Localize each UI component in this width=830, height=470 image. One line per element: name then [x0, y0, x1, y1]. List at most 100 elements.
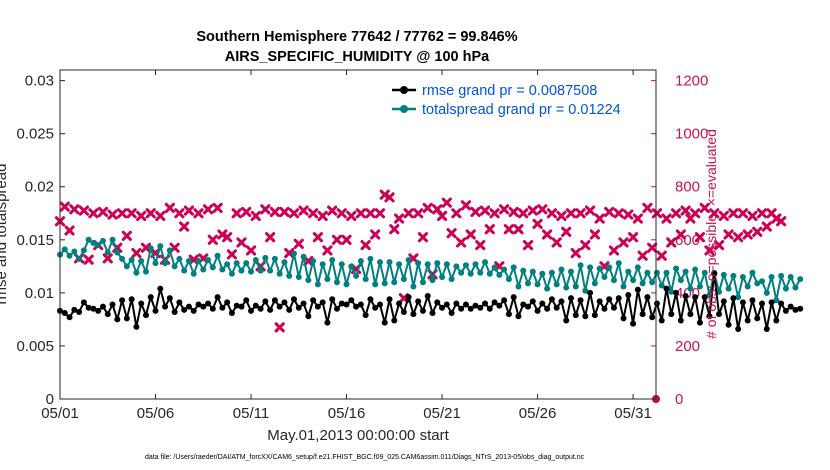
- rmse-point: [295, 304, 302, 311]
- y-tick-label: 0.02: [25, 179, 54, 196]
- totalspread-point: [763, 289, 770, 296]
- totalspread-point: [739, 273, 746, 280]
- totalspread-point: [601, 273, 608, 280]
- rmse-point: [104, 311, 111, 318]
- obs-evaluated-point: [183, 205, 195, 216]
- totalspread-point: [362, 276, 369, 283]
- totalspread-point: [324, 276, 331, 283]
- obs-evaluated-point: [680, 205, 691, 216]
- rmse-point: [587, 289, 594, 296]
- totalspread-point: [587, 264, 594, 271]
- x-tick-label: 05/01: [41, 405, 79, 422]
- obs-evaluated-point: [584, 205, 596, 216]
- totalspread-point: [520, 267, 527, 274]
- y-tick-label: 0.025: [16, 126, 54, 143]
- rmse-point: [415, 298, 422, 305]
- obs-evaluated-point: [116, 208, 128, 219]
- rmse-point: [797, 305, 804, 312]
- obs-evaluated-point: [499, 204, 510, 215]
- rmse-point: [692, 294, 699, 301]
- rmse-point: [99, 303, 106, 310]
- totalspread-point: [606, 264, 613, 271]
- rmse-point: [768, 299, 775, 306]
- obs-evaluated-point: [475, 240, 486, 251]
- totalspread-point: [119, 255, 126, 262]
- obs-evaluated-point: [508, 206, 519, 218]
- rmse-point: [252, 302, 259, 309]
- totalspread-point: [286, 272, 293, 279]
- rmse-point: [61, 310, 68, 317]
- rmse-point: [271, 297, 278, 304]
- totalspread-point: [730, 272, 737, 279]
- totalspread-point: [639, 280, 646, 287]
- rmse-point: [567, 295, 574, 302]
- obs-evaluated-point: [403, 208, 414, 219]
- obs-evaluated-point: [756, 208, 768, 219]
- totalspread-point: [233, 260, 240, 267]
- rmse-point: [582, 313, 589, 320]
- obs-evaluated-point: [322, 245, 333, 256]
- obs-evaluated-point: [575, 208, 586, 219]
- rmse-point: [319, 299, 326, 306]
- totalspread-point: [114, 249, 121, 256]
- x-tick-label: 05/26: [519, 405, 557, 422]
- rmse-point: [90, 305, 97, 312]
- rmse-point: [744, 317, 751, 324]
- obs-evaluated-point: [260, 204, 271, 215]
- obs-evaluated-series: [54, 189, 787, 333]
- rmse-point: [314, 303, 321, 310]
- totalspread-point: [157, 243, 164, 250]
- totalspread-point: [300, 253, 307, 260]
- obs-evaluated-point: [608, 245, 620, 256]
- obs-evaluated-point: [709, 208, 720, 219]
- totalspread-point: [525, 280, 532, 287]
- rmse-point: [400, 308, 407, 315]
- obs-evaluated-point: [69, 204, 80, 215]
- totalspread-point: [787, 273, 794, 280]
- totalspread-point: [166, 247, 173, 254]
- totalspread-point: [572, 283, 579, 290]
- totalspread-point: [663, 269, 670, 276]
- rmse-point: [166, 295, 173, 302]
- obs-evaluated-point: [374, 208, 386, 219]
- obs-evaluated-point: [518, 208, 529, 219]
- x-tick-label: 05/31: [614, 405, 652, 422]
- totalspread-point: [615, 260, 622, 267]
- x-tick-label: 05/21: [423, 405, 461, 422]
- totalspread-series: [57, 236, 804, 304]
- rmse-point: [658, 317, 665, 324]
- rmse-point: [128, 296, 135, 303]
- rmse-point: [142, 312, 149, 319]
- totalspread-point: [778, 272, 785, 279]
- totalspread-point: [80, 247, 87, 254]
- plot-frame: [59, 69, 657, 400]
- obs-evaluated-point: [145, 208, 156, 219]
- obs-evaluated-point: [422, 202, 433, 214]
- totalspread-point: [252, 256, 259, 263]
- totalspread-point: [544, 285, 551, 292]
- rmse-point: [171, 308, 178, 315]
- totalspread-point: [644, 269, 651, 276]
- obs-evaluated-point: [699, 202, 710, 214]
- rmse-point: [501, 297, 508, 304]
- totalspread-point: [248, 268, 255, 275]
- rmse-point: [477, 304, 484, 311]
- totalspread-point: [653, 269, 660, 276]
- obs-evaluated-point: [346, 210, 357, 222]
- totalspread-point: [61, 246, 68, 253]
- totalspread-point: [534, 281, 541, 288]
- rmse-point: [276, 303, 283, 310]
- totalspread-point: [367, 255, 374, 262]
- totalspread-point: [133, 269, 140, 276]
- totalspread-point: [305, 277, 312, 284]
- x-tick-label: 05/11: [233, 405, 269, 422]
- totalspread-point: [553, 281, 560, 288]
- rmse-point: [348, 297, 355, 304]
- rmse-point: [434, 299, 441, 306]
- totalspread-point: [501, 266, 508, 273]
- rmse-point: [195, 301, 202, 308]
- totalspread-point: [658, 282, 665, 289]
- totalspread-point: [596, 265, 603, 272]
- totalspread-point: [314, 281, 321, 288]
- totalspread-point: [104, 249, 111, 256]
